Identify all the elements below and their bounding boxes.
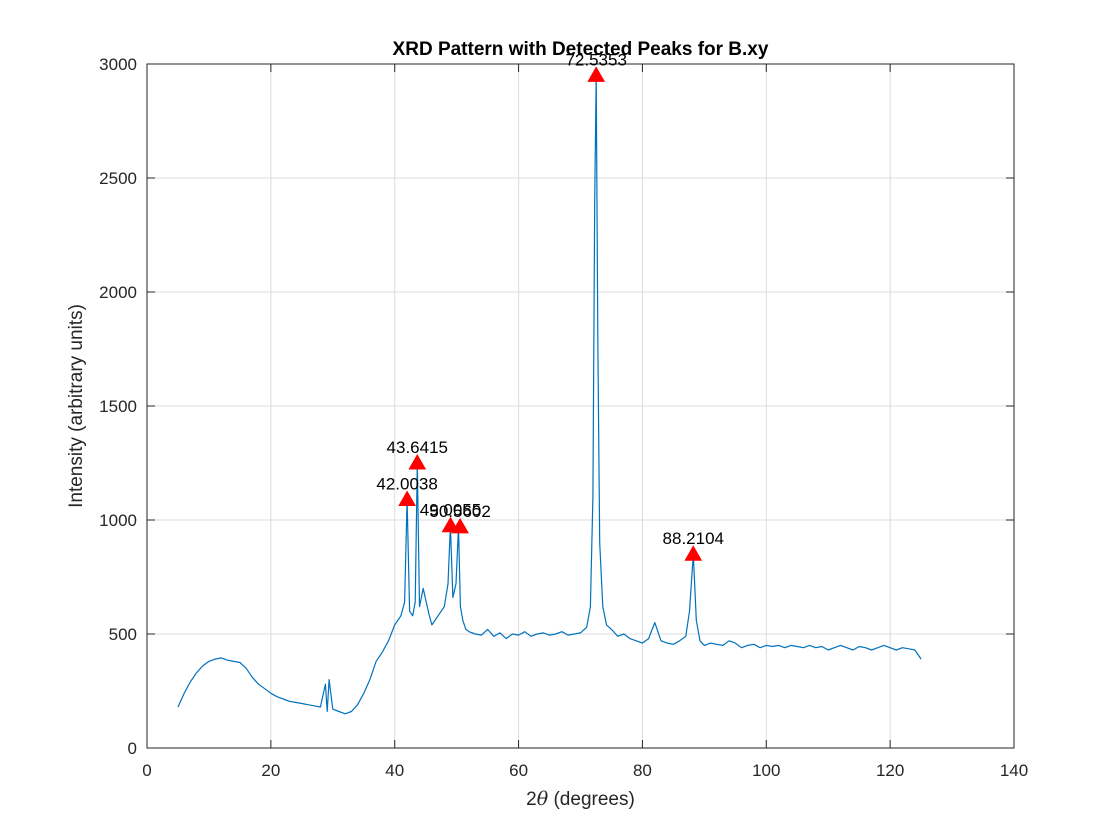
x-axis-label-prefix: 2 xyxy=(526,789,537,810)
chart-title: XRD Pattern with Detected Peaks for B.xy xyxy=(393,39,769,60)
y-axis-label: Intensity (arbitrary units) xyxy=(66,304,87,508)
ticks: 0 20 40 60 80 100 120 140 0 500 1000 1500 2000 2500 30… xyxy=(99,55,1028,780)
x-tick-label: 140 xyxy=(1000,761,1028,780)
x-tick-label: 40 xyxy=(385,761,404,780)
y-tick-label: 500 xyxy=(109,625,137,644)
grid xyxy=(146,63,1015,749)
peak-label: 43.6415 xyxy=(387,438,448,457)
x-axis-label-suffix: (degrees) xyxy=(548,789,635,810)
xrd-series-line xyxy=(177,74,922,715)
x-tick-label: 20 xyxy=(261,761,280,780)
y-tick-label: 2000 xyxy=(99,283,137,302)
peak-marker xyxy=(684,545,703,561)
x-tick-label: 100 xyxy=(752,761,780,780)
x-tick-label: 120 xyxy=(876,761,904,780)
plot-area xyxy=(177,74,922,715)
peak-marker xyxy=(408,453,427,470)
peak-marker xyxy=(398,490,416,506)
peak-label: 50.5602 xyxy=(429,502,490,521)
x-tick-label: 80 xyxy=(633,761,652,780)
peak-marker xyxy=(587,66,606,82)
x-tick-label: 0 xyxy=(142,761,151,780)
y-tick-label: 0 xyxy=(128,739,137,758)
peak-marker xyxy=(451,517,469,534)
y-tick-label: 1000 xyxy=(99,511,137,530)
y-tick-label: 3000 xyxy=(99,55,137,74)
peak-label: 42.0038 xyxy=(376,474,437,493)
x-tick-label: 60 xyxy=(509,761,528,780)
y-tick-label: 2500 xyxy=(99,169,137,188)
x-axis-label-theta: θ xyxy=(537,788,549,810)
peak-label: 88.2104 xyxy=(663,529,724,548)
x-axis-label: 2θ (degrees) xyxy=(526,788,635,810)
peak-label: 72.5353 xyxy=(565,50,626,69)
y-tick-label: 1500 xyxy=(99,397,137,416)
peak-label: 49.0055 xyxy=(420,501,481,520)
